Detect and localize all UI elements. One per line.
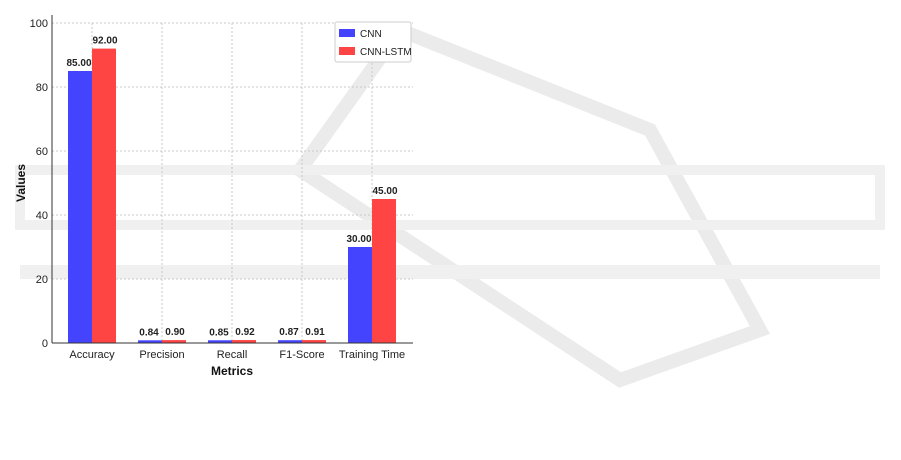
x-tick-label: Accuracy <box>69 349 115 361</box>
y-tick-label: 100 <box>30 18 48 30</box>
bar-cnn-lstm-recall <box>232 340 256 343</box>
data-label: 0.90 <box>165 327 185 338</box>
data-label: 45.00 <box>372 186 397 197</box>
legend: CNN CNN-LSTM <box>334 21 412 63</box>
legend-swatch <box>339 29 355 37</box>
bar-cnn-lstm-training-time <box>372 199 396 343</box>
data-label: 0.92 <box>235 327 255 338</box>
bar-cnn-precision <box>138 340 162 343</box>
data-label: 30.00 <box>346 234 371 245</box>
data-label: 0.91 <box>305 327 325 338</box>
y-tick-label: 80 <box>36 82 48 94</box>
data-label: 92.00 <box>92 36 117 47</box>
data-label: 85.00 <box>66 58 91 69</box>
x-tick-label: Precision <box>139 349 184 361</box>
bar-cnn-f1-score <box>278 340 302 343</box>
data-label: 0.85 <box>209 327 229 338</box>
bar-cnn-lstm-precision <box>162 340 186 343</box>
y-tick-label: 20 <box>36 274 48 286</box>
bar-cnn-recall <box>208 340 232 343</box>
x-tick-label: F1-Score <box>279 349 324 361</box>
legend-label: CNN-LSTM <box>360 47 412 58</box>
legend-swatch <box>339 47 355 55</box>
y-axis-label: Values <box>14 164 28 202</box>
bar-cnn-accuracy <box>68 71 92 343</box>
y-tick-label: 0 <box>42 338 48 350</box>
data-label: 0.84 <box>139 327 159 338</box>
bar-cnn-lstm-f1-score <box>302 340 326 343</box>
legend-label: CNN <box>360 29 382 40</box>
x-axis-label: Metrics <box>211 364 253 378</box>
bar-cnn-training-time <box>348 247 372 343</box>
x-tick-label: Training Time <box>339 349 405 361</box>
bar-cnn-lstm-accuracy <box>92 48 116 343</box>
y-tick-label: 60 <box>36 146 48 158</box>
x-tick-label: Recall <box>217 349 248 361</box>
data-label: 0.87 <box>279 327 299 338</box>
y-tick-label: 40 <box>36 210 48 222</box>
